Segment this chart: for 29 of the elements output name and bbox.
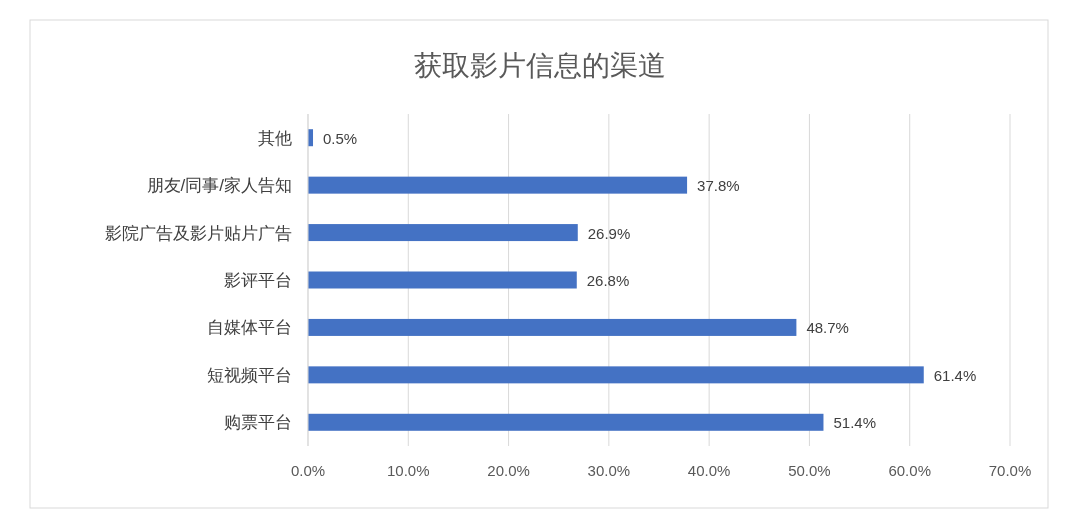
y-tick-label: 朋友/同事/家人告知 bbox=[146, 176, 292, 196]
x-tick-label: 20.0% bbox=[487, 462, 530, 479]
x-tick-label: 0.0% bbox=[290, 462, 326, 479]
bar bbox=[308, 366, 924, 384]
bar bbox=[308, 318, 797, 336]
y-tick-label: 影院广告及影片贴片广告 bbox=[105, 223, 292, 243]
y-tick-label: 购票平台 bbox=[224, 413, 292, 433]
x-tick-label: 50.0% bbox=[788, 462, 831, 479]
x-tick-label: 60.0% bbox=[888, 462, 931, 479]
data-label: 26.9% bbox=[587, 224, 631, 242]
x-tick-label: 10.0% bbox=[387, 462, 430, 479]
y-tick-label: 自媒体平台 bbox=[207, 318, 292, 338]
data-label: 0.5% bbox=[323, 129, 358, 147]
x-tick-label: 70.0% bbox=[988, 462, 1032, 479]
y-tick-label: 短视频平台 bbox=[207, 365, 292, 385]
data-label: 26.8% bbox=[586, 272, 630, 289]
chart-title: 获取影片信息的渠道 bbox=[414, 50, 666, 81]
data-label: 61.4% bbox=[933, 366, 977, 384]
bar bbox=[308, 271, 577, 289]
x-tick-label: 30.0% bbox=[587, 462, 631, 479]
data-label: 48.7% bbox=[806, 319, 849, 337]
bar bbox=[308, 224, 578, 242]
y-tick-label: 其他 bbox=[258, 128, 292, 148]
bar bbox=[308, 413, 824, 431]
data-label: 37.8% bbox=[697, 177, 740, 195]
data-label: 51.4% bbox=[833, 414, 877, 432]
y-tick-label: 影评平台 bbox=[224, 271, 292, 290]
bar bbox=[308, 176, 688, 194]
x-tick-label: 40.0% bbox=[687, 462, 731, 479]
